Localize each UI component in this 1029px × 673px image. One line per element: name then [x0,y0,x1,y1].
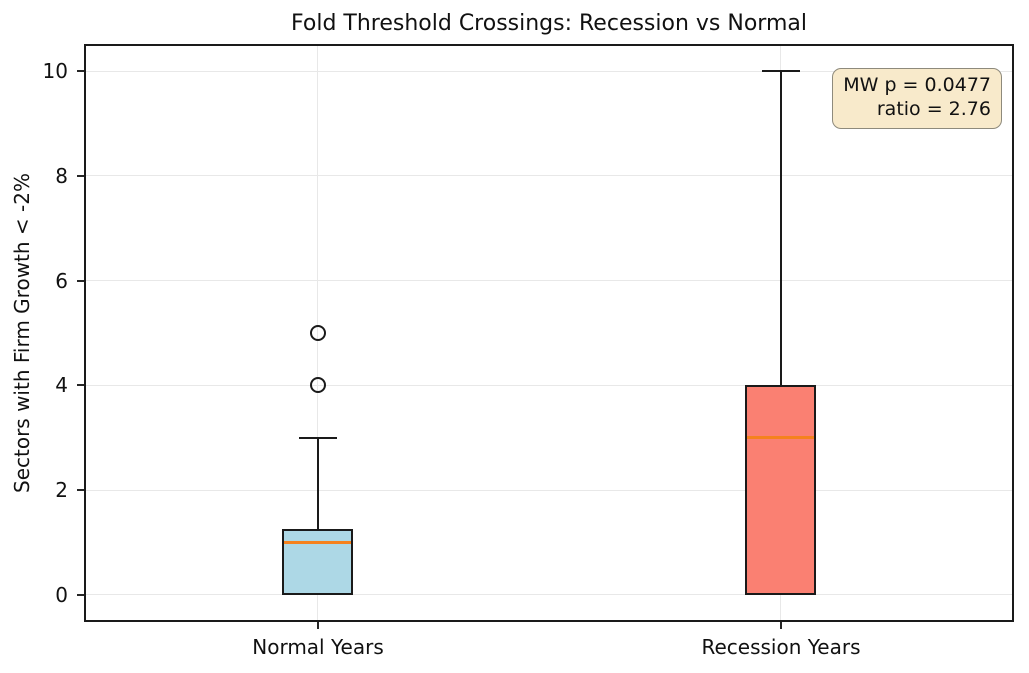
upper-whisker [316,437,319,530]
annotation-line-p-value: MW p = 0.0477 [843,74,991,96]
y-gridline [86,594,1012,596]
median-line [284,540,351,544]
y-gridline [86,70,1012,72]
upper-whisker-cap [298,436,337,439]
plot-area [84,44,1014,622]
y-gridline [86,175,1012,177]
y-gridline [86,280,1012,282]
y-tick-mark [77,489,84,492]
stats-annotation-box: MW p = 0.0477 ratio = 2.76 [832,68,1002,129]
x-tick-label-recession-years: Recession Years [701,635,861,659]
y-tick-mark [77,70,84,73]
y-tick-mark [77,384,84,387]
upper-whisker [779,71,782,386]
outlier-point [309,325,326,341]
iqr-box [745,385,816,595]
y-tick-label: 0 [55,582,68,607]
y-tick-label: 8 [55,163,68,188]
x-tick-mark [316,622,319,629]
y-axis-label: Sectors with Firm Growth < -2% [10,173,34,493]
iqr-box [282,529,353,595]
x-tick-label-normal-years: Normal Years [252,635,384,659]
median-line [747,436,814,440]
annotation-line-ratio: ratio = 2.76 [876,98,991,121]
outlier-point [309,377,326,394]
y-tick-mark [77,279,84,282]
y-tick-label: 10 [42,59,68,84]
y-tick-label: 4 [55,373,68,398]
y-gridline [86,489,1012,491]
y-tick-label: 6 [55,268,68,293]
chart-title: Fold Threshold Crossings: Recession vs N… [291,11,807,36]
y-tick-label: 2 [55,478,68,503]
x-tick-mark [779,622,782,629]
y-tick-mark [77,593,84,596]
upper-whisker-cap [761,70,800,73]
y-tick-mark [77,174,84,177]
y-gridline [86,384,1012,386]
